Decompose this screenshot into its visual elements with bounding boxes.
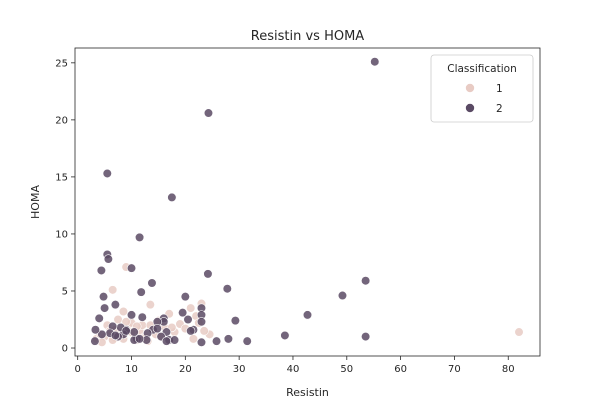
- plot-frame: [74, 47, 541, 357]
- data-point-class-1: [118, 306, 129, 317]
- chart-title: Resistin vs HOMA: [251, 29, 365, 44]
- legend-label-1: 1: [496, 83, 503, 95]
- data-point-class-2: [230, 316, 240, 326]
- y-axis-ticks: 0 5 10 15 20 25: [55, 58, 75, 355]
- y-tick-label: 25: [55, 58, 68, 69]
- x-tick-label: 30: [233, 364, 246, 375]
- data-point-class-2: [196, 317, 207, 327]
- legend-title: Classification: [447, 63, 516, 75]
- data-point-class-2: [136, 287, 146, 297]
- y-tick-label: 20: [55, 115, 68, 126]
- data-point-class-1: [188, 334, 199, 344]
- data-point-class-2: [97, 329, 107, 339]
- data-point-class-2: [361, 276, 371, 286]
- data-point-class-2: [96, 265, 106, 276]
- y-tick-label: 15: [55, 172, 68, 183]
- data-point-class-2: [302, 310, 313, 320]
- data-point-class-2: [126, 310, 137, 320]
- data-point-class-2: [110, 300, 120, 310]
- data-point-class-2: [134, 232, 145, 242]
- data-point-class-2: [196, 337, 207, 347]
- data-point-class-2: [203, 108, 214, 118]
- y-tick-label: 0: [62, 344, 68, 355]
- data-point-class-2: [169, 335, 180, 345]
- data-point-class-2: [137, 312, 147, 322]
- data-point-class-2: [100, 303, 110, 313]
- data-point-class-2: [121, 326, 131, 336]
- data-point-class-1: [514, 327, 524, 337]
- data-point-class-2: [103, 254, 113, 264]
- data-point-class-2: [337, 290, 348, 301]
- data-point-class-2: [126, 263, 137, 273]
- data-point-class-1: [199, 326, 209, 336]
- data-point-class-2: [280, 330, 290, 341]
- x-tick-label: 50: [340, 364, 353, 375]
- data-point-class-2: [203, 269, 213, 279]
- legend: Classification 1 2: [430, 54, 534, 123]
- data-point-class-2: [211, 336, 222, 346]
- data-point-class-2: [183, 314, 193, 325]
- data-point-class-1: [186, 303, 196, 313]
- x-tick-label: 0: [75, 364, 81, 375]
- data-point-class-2: [222, 284, 232, 294]
- data-point-class-2: [161, 336, 172, 346]
- x-tick-label: 70: [448, 364, 461, 375]
- data-point-class-2: [134, 334, 145, 344]
- x-tick-label: 60: [394, 364, 407, 375]
- data-point-class-2: [94, 313, 104, 323]
- data-point-class-2: [223, 334, 233, 344]
- x-axis-ticks: 0 10 20 30 40 50 60 70 80: [75, 356, 515, 375]
- x-tick-label: 10: [125, 364, 138, 375]
- y-axis-label: HOMA: [29, 185, 42, 219]
- x-axis-label: Resistin: [286, 386, 329, 399]
- data-point-class-2: [370, 57, 380, 67]
- data-point-class-2: [90, 336, 100, 346]
- data-point-class-2: [98, 292, 109, 302]
- data-point-class-2: [180, 292, 190, 302]
- data-point-class-2: [102, 168, 112, 179]
- data-point-class-1: [108, 285, 118, 295]
- y-tick-label: 10: [55, 229, 68, 240]
- legend-marker-2: [465, 103, 475, 113]
- data-point-class-2: [242, 336, 252, 346]
- x-tick-label: 20: [179, 364, 192, 375]
- legend-marker-1: [465, 83, 475, 93]
- data-point-class-2: [186, 326, 196, 336]
- data-point-class-2: [147, 278, 157, 288]
- x-tick-label: 40: [287, 364, 300, 375]
- data-point-class-2: [361, 332, 371, 342]
- data-points: [90, 57, 524, 347]
- y-tick-label: 5: [62, 286, 68, 297]
- data-point-class-2: [167, 192, 177, 203]
- data-point-class-2: [110, 330, 120, 341]
- x-tick-label: 80: [502, 364, 515, 375]
- data-point-class-2: [90, 325, 101, 335]
- data-point-class-1: [145, 300, 155, 310]
- legend-label-2: 2: [496, 103, 503, 115]
- legend-box: [430, 54, 534, 123]
- data-point-class-2: [178, 308, 188, 318]
- data-point-class-2: [152, 324, 162, 334]
